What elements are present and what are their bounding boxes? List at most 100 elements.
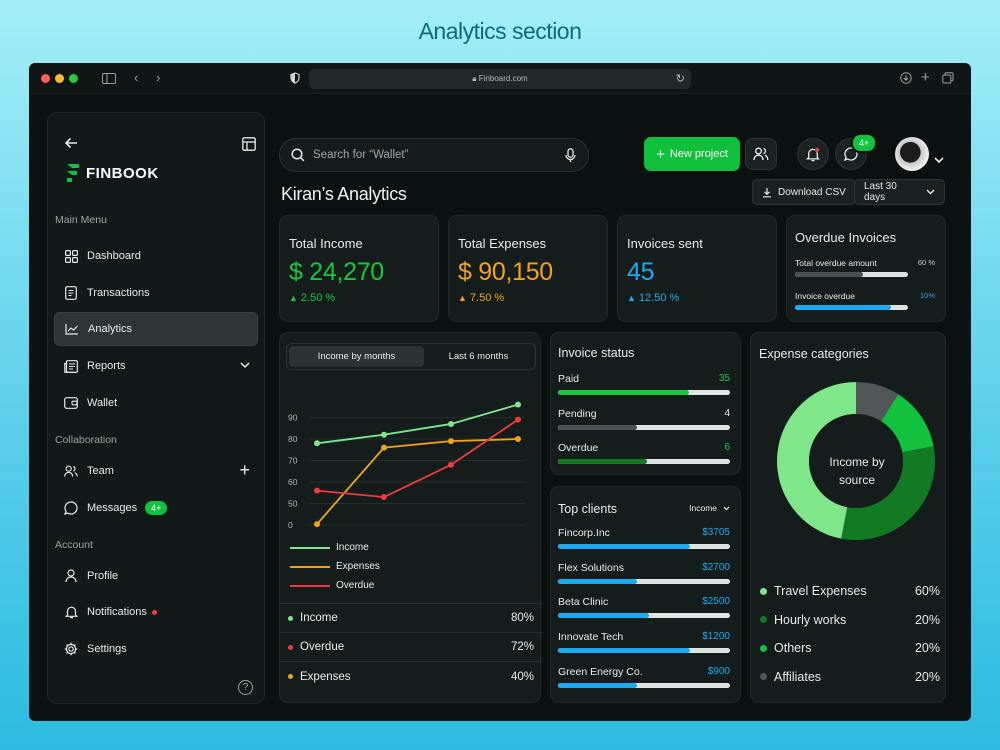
breakdown-value: 72%: [510, 641, 534, 653]
new-tab-icon[interactable]: +: [921, 69, 930, 86]
data-point[interactable]: [515, 416, 521, 423]
brand-logo[interactable]: FINBOOK: [66, 163, 159, 183]
client-bar: [558, 613, 730, 619]
sidebar-item-label: Transactions: [87, 287, 150, 299]
breakdown-value: 80%: [510, 612, 534, 624]
arrow-up-icon: ▲: [458, 293, 467, 303]
list-item: Overdue 72%: [280, 633, 542, 662]
notifications-button[interactable]: [797, 138, 829, 170]
legend-swatch: [290, 584, 330, 587]
y-tick-label: 60: [288, 477, 298, 487]
expense-label: Affiliates: [774, 669, 822, 684]
close-window-icon[interactable]: [41, 74, 50, 83]
microphone-icon[interactable]: [565, 148, 576, 166]
maximize-window-icon[interactable]: [69, 74, 78, 83]
sidebar-item-analytics[interactable]: Analytics: [54, 312, 258, 346]
back-icon[interactable]: ‹: [134, 70, 139, 85]
expense-label: Hourly works: [774, 612, 847, 627]
tab-last-6-months[interactable]: Last 6 months: [448, 351, 509, 362]
period-label: Last 30 days: [864, 181, 897, 203]
address-bar[interactable]: 🔒︎ Finboard.com ↻: [309, 69, 691, 89]
expense-title: Expense categories: [759, 347, 869, 361]
data-point[interactable]: [314, 521, 320, 528]
data-point[interactable]: [448, 420, 454, 427]
legend-item: Expenses: [290, 557, 380, 576]
sidebar-item-notifications[interactable]: Notifications: [54, 595, 258, 629]
kpi-label: Invoices sent: [627, 236, 703, 251]
chevron-down-icon[interactable]: [934, 151, 944, 169]
download-icon[interactable]: [900, 72, 912, 87]
sidebar-item-messages[interactable]: Messages 4+: [54, 491, 258, 525]
search-bar[interactable]: Search for “Wallet”: [279, 138, 589, 172]
data-point[interactable]: [381, 444, 387, 451]
legend-dot: [760, 673, 767, 681]
new-project-button[interactable]: + New project: [644, 137, 740, 171]
invoice-overdue-bar: [795, 305, 908, 310]
minimize-window-icon[interactable]: [55, 74, 64, 83]
data-point[interactable]: [314, 487, 320, 494]
download-csv-button[interactable]: Download CSV: [752, 179, 856, 205]
forward-icon[interactable]: ›: [156, 70, 161, 85]
client-name[interactable]: Beta Clinic: [558, 596, 609, 609]
sidebar-item-settings[interactable]: Settings: [54, 632, 258, 666]
client-bar-fill: [558, 544, 691, 549]
invoice-status-label: Paid: [558, 373, 580, 385]
client-name[interactable]: Fincorp.Inc: [558, 527, 610, 539]
invoice-status-bar: [558, 424, 730, 430]
client-name[interactable]: Innovate Tech: [558, 631, 624, 644]
sidebar-item-transactions[interactable]: Transactions: [54, 276, 258, 310]
sidebar-item-dashboard[interactable]: Dashboard: [54, 239, 258, 273]
avatar[interactable]: [895, 137, 929, 171]
expense-legend-item: Affiliates 20%: [760, 670, 940, 684]
sidebar-item-label: Settings: [87, 643, 127, 655]
data-point[interactable]: [515, 401, 521, 408]
reload-icon[interactable]: ↻: [675, 73, 685, 85]
page-title: Kiran’s Analytics: [281, 184, 407, 204]
messages-button[interactable]: [835, 138, 867, 170]
tab-income-by-months[interactable]: Income by months: [289, 346, 424, 367]
donut-slice[interactable]: [841, 446, 935, 540]
data-point[interactable]: [381, 431, 387, 438]
donut-slice[interactable]: [881, 394, 934, 453]
plus-icon: +: [656, 145, 665, 163]
back-arrow-icon[interactable]: [64, 136, 78, 154]
chevron-down-icon[interactable]: [240, 360, 250, 372]
donut-hole: [809, 414, 903, 508]
data-point[interactable]: [381, 494, 387, 501]
client-amount: $3705: [702, 527, 730, 538]
sidebar-item-label: Dashboard: [87, 250, 141, 262]
breakdown-label: Income: [300, 612, 338, 624]
expense-legend-item: Others 20%: [760, 641, 940, 655]
main-menu-title: Main Menu: [55, 214, 107, 226]
kpi-change: ▲ 12.50 %: [627, 292, 679, 304]
donut-slice[interactable]: [776, 382, 856, 539]
invoice-status-bar: [558, 459, 730, 464]
search-input[interactable]: Search for “Wallet”: [313, 149, 409, 161]
tabs-overview-icon[interactable]: [942, 72, 954, 87]
client-name[interactable]: Flex Solutions: [558, 561, 624, 574]
sidebar-item-wallet[interactable]: Wallet: [54, 386, 258, 420]
data-point[interactable]: [314, 440, 320, 447]
sidebar-item-profile[interactable]: Profile: [54, 559, 258, 593]
sidebar-item-reports[interactable]: Reports: [54, 349, 258, 383]
sidebar-toggle-icon[interactable]: [102, 72, 116, 87]
overdue-item-label: Invoice overdue: [795, 291, 856, 301]
sidebar-item-team[interactable]: Team +: [54, 454, 258, 488]
donut-slice[interactable]: [856, 382, 899, 422]
period-select[interactable]: Last 30 days: [854, 179, 945, 205]
data-point[interactable]: [448, 461, 454, 468]
sidebar-item-label: Profile: [87, 570, 119, 582]
data-point[interactable]: [448, 438, 454, 445]
clients-filter[interactable]: Income: [689, 503, 730, 513]
chart-tabs: Income by months Last 6 months: [286, 343, 536, 370]
lock-icon: 🔒︎: [472, 74, 477, 83]
kpi-value: $ 24,270: [289, 258, 384, 286]
data-point[interactable]: [515, 436, 521, 442]
team-button[interactable]: [745, 138, 777, 170]
client-name[interactable]: Green Energy Co.: [558, 665, 643, 678]
add-icon[interactable]: +: [239, 460, 250, 480]
layout-icon[interactable]: [242, 137, 256, 156]
help-icon[interactable]: ?: [238, 680, 253, 695]
invoice-status-bar: [558, 390, 730, 395]
shield-icon[interactable]: [290, 72, 300, 87]
